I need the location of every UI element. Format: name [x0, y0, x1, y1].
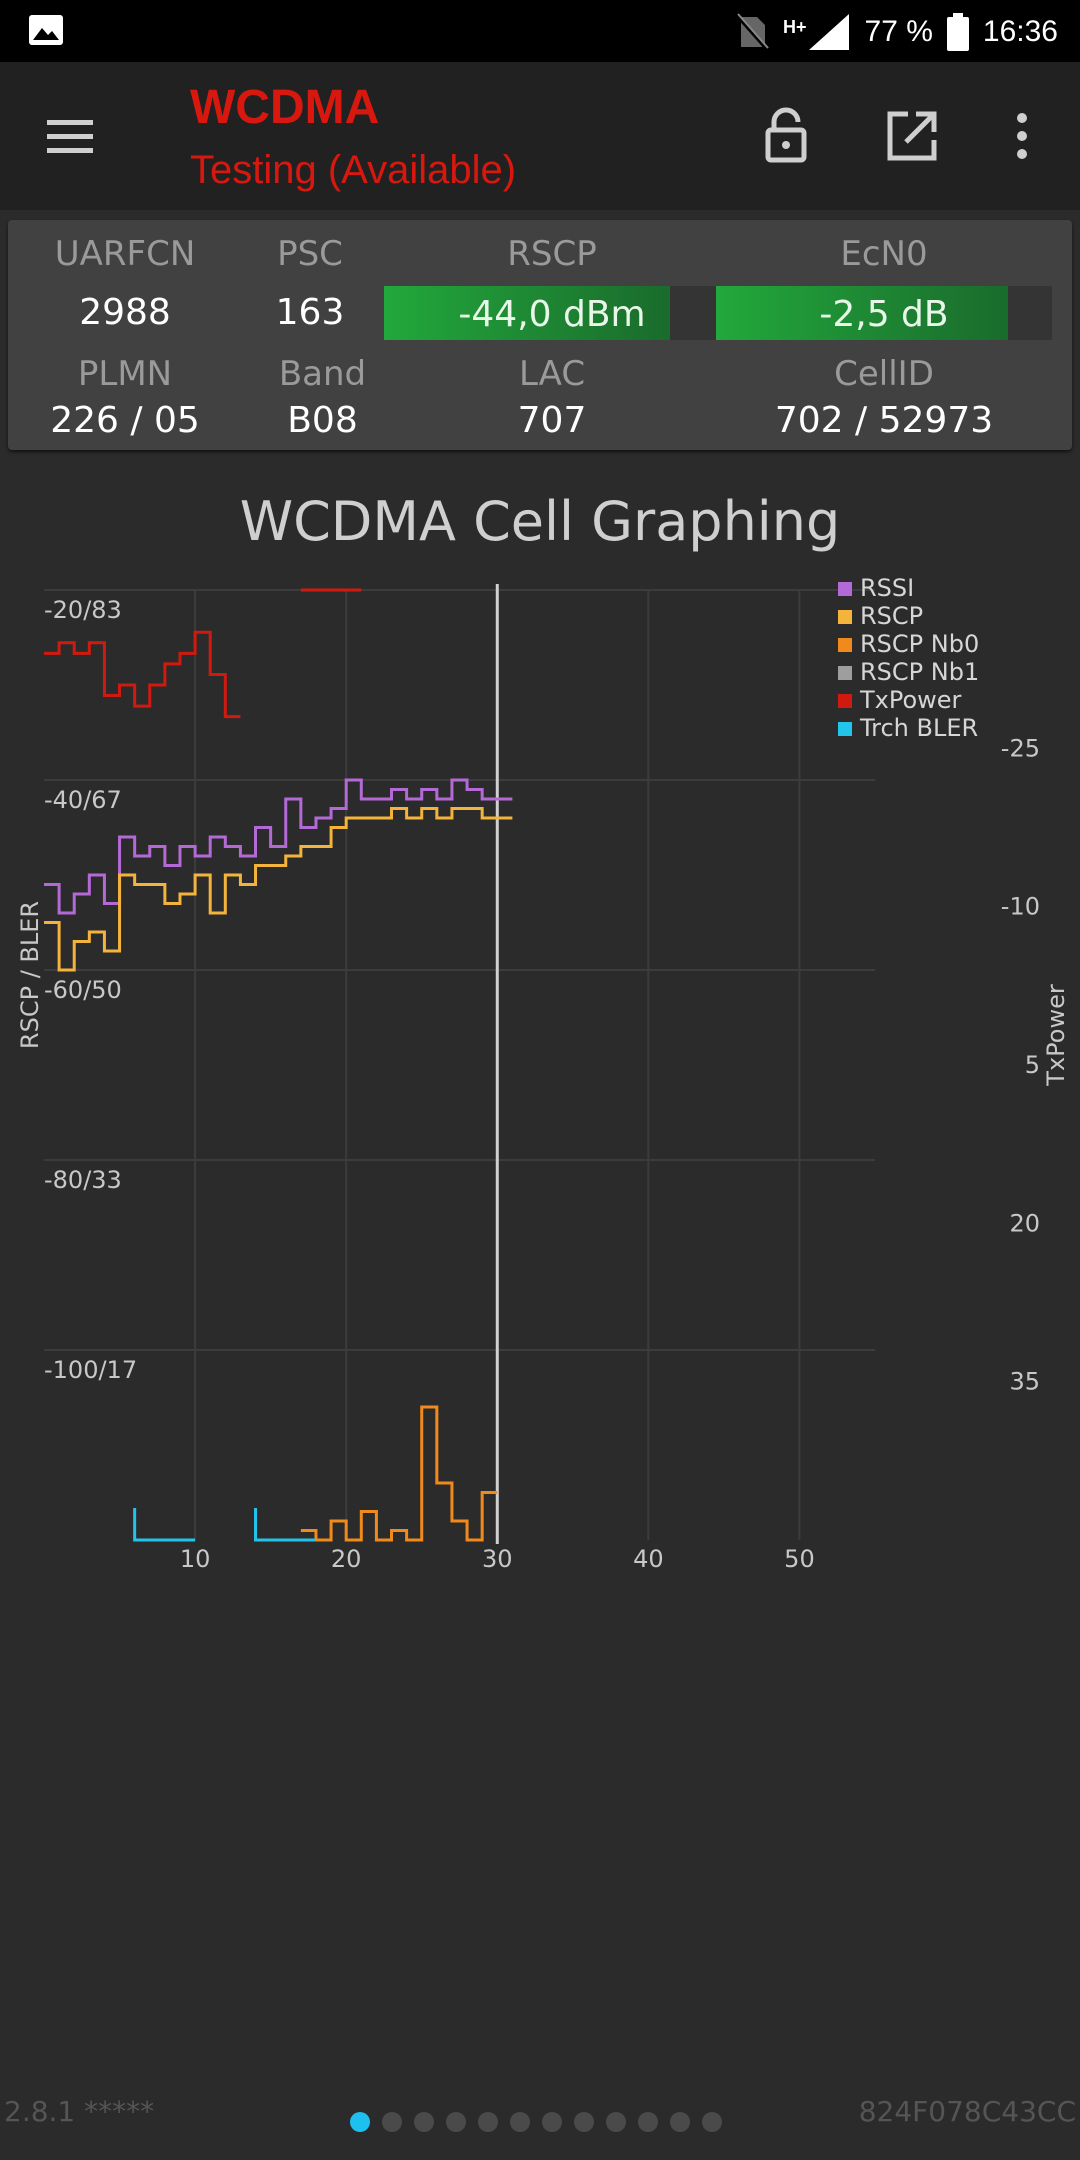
rscp-label: RSCP [507, 234, 597, 274]
psc-value: 163 [275, 292, 345, 333]
page-dot[interactable] [382, 2112, 402, 2132]
y-tick-label: -20/83 [44, 596, 122, 624]
page-dot[interactable] [414, 2112, 434, 2132]
page-subtitle: Testing (Available) [190, 148, 517, 192]
legend-label: RSCP [860, 602, 923, 630]
psc-label: PSC [277, 234, 343, 274]
menu-icon[interactable] [40, 114, 100, 158]
legend-label: RSSI [860, 574, 914, 602]
legend-swatch [838, 666, 852, 680]
page-dot[interactable] [542, 2112, 562, 2132]
page-dot[interactable] [670, 2112, 690, 2132]
legend-swatch [838, 694, 852, 708]
lac-label: LAC [518, 354, 586, 394]
uarfcn-value: 2988 [79, 292, 171, 333]
plmn-label: PLMN [77, 354, 173, 394]
page-dot[interactable] [478, 2112, 498, 2132]
legend-label: TxPower [859, 686, 962, 714]
lock-icon[interactable] [756, 106, 816, 166]
ecn0-label: EcN0 [840, 234, 928, 274]
band-label: Band [278, 354, 367, 394]
battery-percent: 77 % [864, 15, 933, 48]
page-dot[interactable] [574, 2112, 594, 2132]
ecn0-value: -2,5 dB [819, 294, 949, 335]
legend-label: RSCP Nb0 [860, 630, 979, 658]
rscp-bar-fill [384, 286, 670, 340]
legend-swatch [838, 722, 852, 736]
legend-label: RSCP Nb1 [860, 658, 979, 686]
x-tick-label: 40 [633, 1545, 664, 1570]
battery-icon [946, 13, 969, 51]
clock: 16:36 [982, 15, 1058, 48]
no-sim-icon [735, 13, 769, 51]
y-tick-label: -80/33 [44, 1166, 122, 1194]
x-tick-label: 50 [784, 1545, 815, 1570]
page-dot[interactable] [638, 2112, 658, 2132]
y-tick-label: -60/50 [44, 976, 122, 1004]
rscp-bar: -44,0 dBm [384, 286, 720, 340]
legend-swatch [838, 638, 852, 652]
plmn-value: 226 / 05 [50, 400, 200, 441]
y-axis-label: RSCP / BLER [16, 901, 44, 1049]
series-line-rscp [44, 807, 513, 972]
status-bar: H+ 77 % 16:36 [0, 0, 1080, 62]
open-external-icon[interactable] [882, 106, 942, 166]
cellid-label: CellID [834, 354, 934, 394]
ecn0-bar: -2,5 dB [716, 286, 1052, 340]
page-dot[interactable] [606, 2112, 626, 2132]
legend-swatch [838, 582, 852, 596]
y2-tick-label: 5 [1025, 1051, 1040, 1079]
device-id-label: 824F078C43CC [858, 2095, 1076, 2128]
lac-value: 707 [517, 400, 587, 441]
cellid-value: 702 / 52973 [774, 400, 994, 441]
signal-icon [808, 14, 849, 50]
page-title: WCDMA [190, 81, 380, 134]
series-line-rscp-nb0 [300, 1405, 498, 1542]
page-dot[interactable] [510, 2112, 530, 2132]
page-dot[interactable] [702, 2112, 722, 2132]
app-bar: WCDMA Testing (Available) [0, 62, 1080, 210]
ecn0-bar-fill [716, 286, 1009, 340]
legend-swatch [838, 610, 852, 624]
page-indicator[interactable] [350, 2112, 722, 2132]
version-label: 2.8.1 ***** [4, 2095, 155, 2128]
page-dot[interactable] [350, 2112, 370, 2132]
gallery-notification-icon [29, 15, 63, 45]
x-tick-label: 10 [180, 1545, 211, 1570]
rscp-value: -44,0 dBm [458, 294, 646, 335]
series-line-txpower [44, 588, 362, 719]
y2-tick-label: 35 [1009, 1368, 1040, 1396]
uarfcn-label: UARFCN [54, 234, 196, 274]
y2-axis-label: TxPower [1042, 984, 1070, 1087]
y-tick-label: -40/67 [44, 786, 122, 814]
x-tick-label: 20 [331, 1545, 362, 1570]
legend-label: Trch BLER [859, 714, 978, 742]
cell-graph-chart[interactable]: -20/83 -40/67 -60/50 -80/33 -100/17 10 20 30 40 5… [0, 570, 1080, 1570]
band-value: B08 [287, 400, 358, 441]
series-line-trch-bler [133, 1508, 316, 1542]
graph-title: WCDMA Cell Graphing [239, 490, 841, 553]
network-type: H+ [783, 12, 851, 52]
y2-tick-label: 20 [1009, 1209, 1040, 1237]
x-tick-label: 30 [482, 1545, 513, 1570]
page-dot[interactable] [446, 2112, 466, 2132]
cell-info-panel: UARFCN 2988 PSC 163 RSCP -44,0 dBm EcN0 … [8, 220, 1072, 450]
y-tick-label: -100/17 [44, 1356, 137, 1384]
more-options-icon[interactable] [992, 106, 1052, 166]
series-line-rssi [44, 778, 513, 915]
y2-tick-label: -25 [1001, 734, 1040, 762]
y2-tick-label: -10 [1001, 893, 1040, 921]
